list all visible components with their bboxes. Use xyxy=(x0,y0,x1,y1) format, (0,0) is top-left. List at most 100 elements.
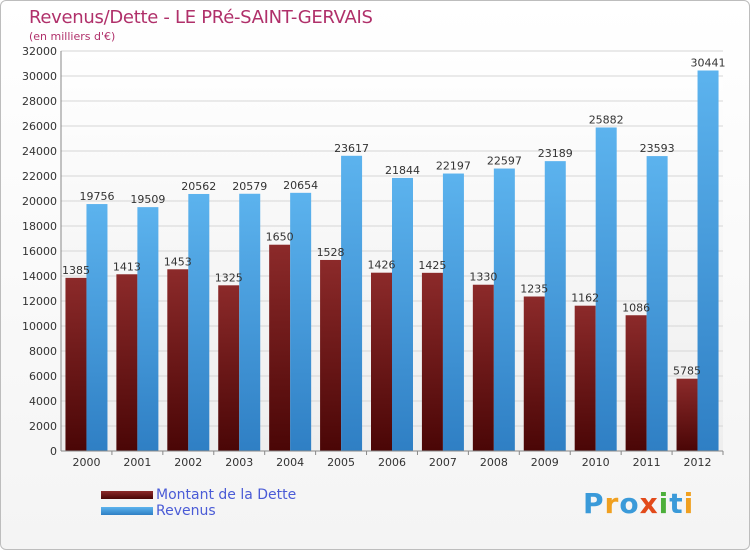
logo-letter: r xyxy=(604,487,620,520)
logo-letter: o xyxy=(619,487,640,520)
legend-swatch-revenus xyxy=(101,507,153,515)
bar-dette xyxy=(421,272,443,451)
logo-letter: i xyxy=(658,487,670,520)
value-label-dette: 1235 xyxy=(520,283,548,296)
bar-revenus xyxy=(493,168,515,451)
x-tick-label: 2002 xyxy=(174,456,202,469)
chart-title: Revenus/Dette - LE PRé-SAINT-GERVAIS xyxy=(29,7,373,28)
x-tick-label: 2007 xyxy=(429,456,457,469)
legend-item-revenus: Revenus xyxy=(101,503,296,519)
y-tick-label: 12000 xyxy=(22,295,57,308)
value-label-dette: 1413 xyxy=(113,260,141,273)
bar-dette xyxy=(65,277,87,451)
value-label-revenus: 20562 xyxy=(181,180,216,193)
bar-revenus xyxy=(137,207,159,451)
bar-dette xyxy=(116,274,138,451)
value-label-dette: 1453 xyxy=(164,255,192,268)
value-label-dette: 1528 xyxy=(317,246,345,259)
y-tick-label: 22000 xyxy=(22,170,57,183)
y-tick-label: 26000 xyxy=(22,120,57,133)
y-tick-label: 18000 xyxy=(22,220,57,233)
proxiti-logo: Proxiti xyxy=(583,487,694,520)
bar-dette xyxy=(320,259,342,451)
x-tick-label: 2005 xyxy=(327,456,355,469)
bar-dette xyxy=(269,244,291,451)
value-label-dette: 1426 xyxy=(368,259,396,272)
value-label-dette: 1325 xyxy=(215,271,243,284)
x-tick-label: 2001 xyxy=(123,456,151,469)
y-tick-label: 32000 xyxy=(22,45,57,58)
x-tick-label: 2010 xyxy=(582,456,610,469)
bar-dette xyxy=(523,296,545,451)
bar-revenus xyxy=(697,70,719,452)
value-label-dette: 1162 xyxy=(571,292,599,305)
value-label-revenus: 23189 xyxy=(538,147,573,160)
value-label-revenus: 20579 xyxy=(232,180,267,193)
bar-revenus xyxy=(86,204,108,451)
x-tick-label: 2000 xyxy=(72,456,100,469)
value-label-revenus: 19509 xyxy=(130,193,165,206)
x-tick-label: 2009 xyxy=(531,456,559,469)
value-label-revenus: 25882 xyxy=(589,113,624,126)
y-tick-label: 8000 xyxy=(29,345,57,358)
bar-dette xyxy=(167,269,189,451)
value-label-dette: 1385 xyxy=(62,264,90,277)
bar-revenus xyxy=(290,192,312,451)
y-tick-label: 20000 xyxy=(22,195,57,208)
y-tick-label: 0 xyxy=(50,445,57,458)
value-label-dette: 5785 xyxy=(673,365,701,378)
x-tick-label: 2011 xyxy=(633,456,661,469)
y-tick-label: 10000 xyxy=(22,320,57,333)
x-tick-label: 2012 xyxy=(684,456,712,469)
y-tick-label: 24000 xyxy=(22,145,57,158)
bar-dette xyxy=(371,272,392,451)
bar-revenus xyxy=(595,127,617,451)
y-tick-label: 6000 xyxy=(29,370,57,383)
logo-letter: t xyxy=(669,487,684,520)
value-label-dette: 1650 xyxy=(266,231,294,244)
value-label-revenus: 22197 xyxy=(436,160,471,173)
bar-dette xyxy=(472,284,494,451)
bar-revenus xyxy=(188,193,210,451)
legend-swatch-dette xyxy=(101,491,153,499)
value-label-dette: 1330 xyxy=(469,271,497,284)
y-tick-label: 30000 xyxy=(22,70,57,83)
bar-revenus xyxy=(544,161,566,451)
value-label-revenus: 19756 xyxy=(79,190,114,203)
legend-label-dette: Montant de la Dette xyxy=(156,487,297,503)
legend-label-revenus: Revenus xyxy=(156,503,216,519)
y-tick-label: 16000 xyxy=(22,245,57,258)
bar-revenus xyxy=(239,193,261,451)
chart-legend: Montant de la Dette Revenus xyxy=(101,487,296,519)
x-tick-label: 2006 xyxy=(378,456,406,469)
bar-dette xyxy=(574,305,596,451)
bar-revenus xyxy=(646,156,668,451)
bar-revenus xyxy=(341,155,363,451)
chart-subtitle: (en milliers d'€) xyxy=(29,30,116,43)
bar-dette xyxy=(218,285,240,451)
value-label-revenus: 22597 xyxy=(487,155,522,168)
y-tick-label: 14000 xyxy=(22,270,57,283)
logo-letter: x xyxy=(639,487,659,520)
value-label-dette: 1425 xyxy=(418,259,446,272)
bar-dette xyxy=(676,378,698,451)
value-label-revenus: 30441 xyxy=(691,56,726,69)
y-tick-label: 28000 xyxy=(22,95,57,108)
bar-dette xyxy=(625,315,647,451)
value-label-revenus: 23593 xyxy=(640,142,675,155)
value-label-revenus: 20654 xyxy=(283,179,318,192)
logo-letter: i xyxy=(683,487,695,520)
legend-item-dette: Montant de la Dette xyxy=(101,487,296,503)
value-label-revenus: 23617 xyxy=(334,142,369,155)
bar-revenus xyxy=(442,173,464,451)
x-tick-label: 2008 xyxy=(480,456,508,469)
x-tick-label: 2004 xyxy=(276,456,304,469)
bar-revenus xyxy=(392,177,413,451)
y-tick-label: 4000 xyxy=(29,395,57,408)
value-label-dette: 1086 xyxy=(622,301,650,314)
value-label-revenus: 21844 xyxy=(385,164,420,177)
y-tick-label: 2000 xyxy=(29,420,57,433)
logo-letter: P xyxy=(583,487,605,520)
